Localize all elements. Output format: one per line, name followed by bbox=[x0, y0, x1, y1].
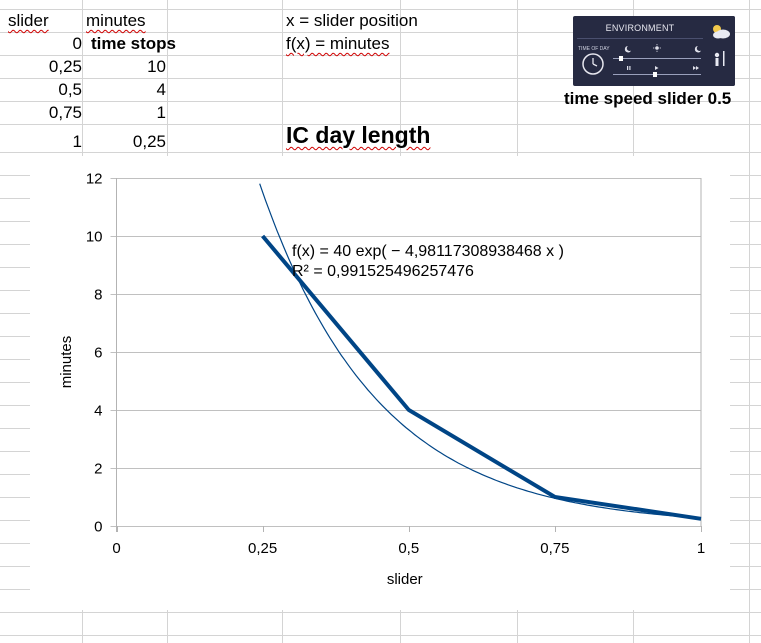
y-tick-label: 12 bbox=[86, 171, 103, 188]
play-icon bbox=[655, 66, 659, 70]
note-x-text: x = slider position bbox=[286, 11, 418, 30]
trendline bbox=[259, 183, 702, 519]
cell-slider-1[interactable]: 0,25 bbox=[48, 57, 82, 76]
sun-icon bbox=[653, 44, 661, 52]
env-title: ENVIRONMENT bbox=[605, 23, 675, 33]
cell-minutes-2[interactable]: 4 bbox=[156, 80, 166, 99]
series-line-0 bbox=[261, 234, 702, 521]
fast-forward-icon bbox=[693, 66, 699, 70]
cell-minutes-1[interactable]: 10 bbox=[147, 57, 166, 76]
sheet-heading[interactable]: IC day length bbox=[286, 122, 431, 148]
header-slider[interactable]: slider bbox=[8, 11, 49, 30]
thermometer-icon bbox=[714, 51, 725, 66]
pause-icon bbox=[627, 66, 631, 70]
env-widget-graphics bbox=[577, 25, 730, 77]
clock-icon bbox=[582, 53, 604, 75]
x-tick-label: 0,25 bbox=[248, 540, 277, 557]
x-tick-label: 0,75 bbox=[540, 540, 569, 557]
trendline-r-squared: R² = 0,991525496257476 bbox=[292, 263, 474, 280]
cell-minutes-4[interactable]: 0,25 bbox=[132, 132, 166, 151]
chart-grid bbox=[110, 178, 701, 527]
x-tick-label: 0 bbox=[112, 540, 120, 557]
chart-labels: 0 2 4 6 8 10 12 0 0,25 0,5 0,75 1 f(x) = 40 exp( − 4… bbox=[58, 171, 705, 589]
note-fx[interactable]: f(x) = minutes bbox=[286, 34, 390, 53]
y-tick-label: 4 bbox=[94, 403, 102, 420]
weather-icon bbox=[713, 25, 730, 39]
moon-icon bbox=[624, 46, 631, 53]
widget-caption: time speed slider 0.5 bbox=[564, 89, 732, 108]
x-axis-title: slider bbox=[387, 571, 423, 588]
cell-slider-3[interactable]: 0,75 bbox=[48, 103, 82, 122]
environment-widget-image[interactable]: ENVIRONMENT TIME OF DAY bbox=[573, 16, 735, 86]
note-x[interactable]: x = slider position bbox=[286, 11, 418, 31]
chart-axes bbox=[116, 178, 702, 532]
header-minutes[interactable]: minutes bbox=[86, 11, 146, 30]
y-axis-title: minutes bbox=[58, 336, 75, 389]
y-tick-label: 0 bbox=[94, 519, 102, 536]
cell-slider-0[interactable]: 0 bbox=[72, 34, 82, 53]
x-tick-label: 1 bbox=[697, 540, 705, 557]
env-time-label: TIME OF DAY bbox=[578, 46, 610, 52]
line-chart: 0 2 4 6 8 10 12 0 0,25 0,5 0,75 1 f(x) = 40 exp( − 4… bbox=[58, 171, 705, 589]
y-tick-label: 6 bbox=[94, 345, 102, 362]
chart-area[interactable]: 0 2 4 6 8 10 12 0 0,25 0,5 0,75 1 f(x) = 40 exp( − 4… bbox=[30, 156, 730, 610]
cell-minutes-0[interactable]: time stops bbox=[91, 34, 177, 53]
x-tick-label: 0,5 bbox=[398, 540, 419, 557]
y-tick-label: 2 bbox=[94, 461, 102, 478]
trendline-equation: f(x) = 40 exp( − 4,98117308938468 x ) bbox=[292, 243, 564, 260]
y-tick-label: 10 bbox=[86, 229, 103, 246]
cell-slider-4[interactable]: 1 bbox=[72, 132, 82, 151]
y-tick-label: 8 bbox=[94, 287, 102, 304]
chart-series bbox=[259, 183, 702, 521]
cell-minutes-3[interactable]: 1 bbox=[156, 103, 166, 122]
cell-slider-2[interactable]: 0,5 bbox=[58, 80, 82, 99]
